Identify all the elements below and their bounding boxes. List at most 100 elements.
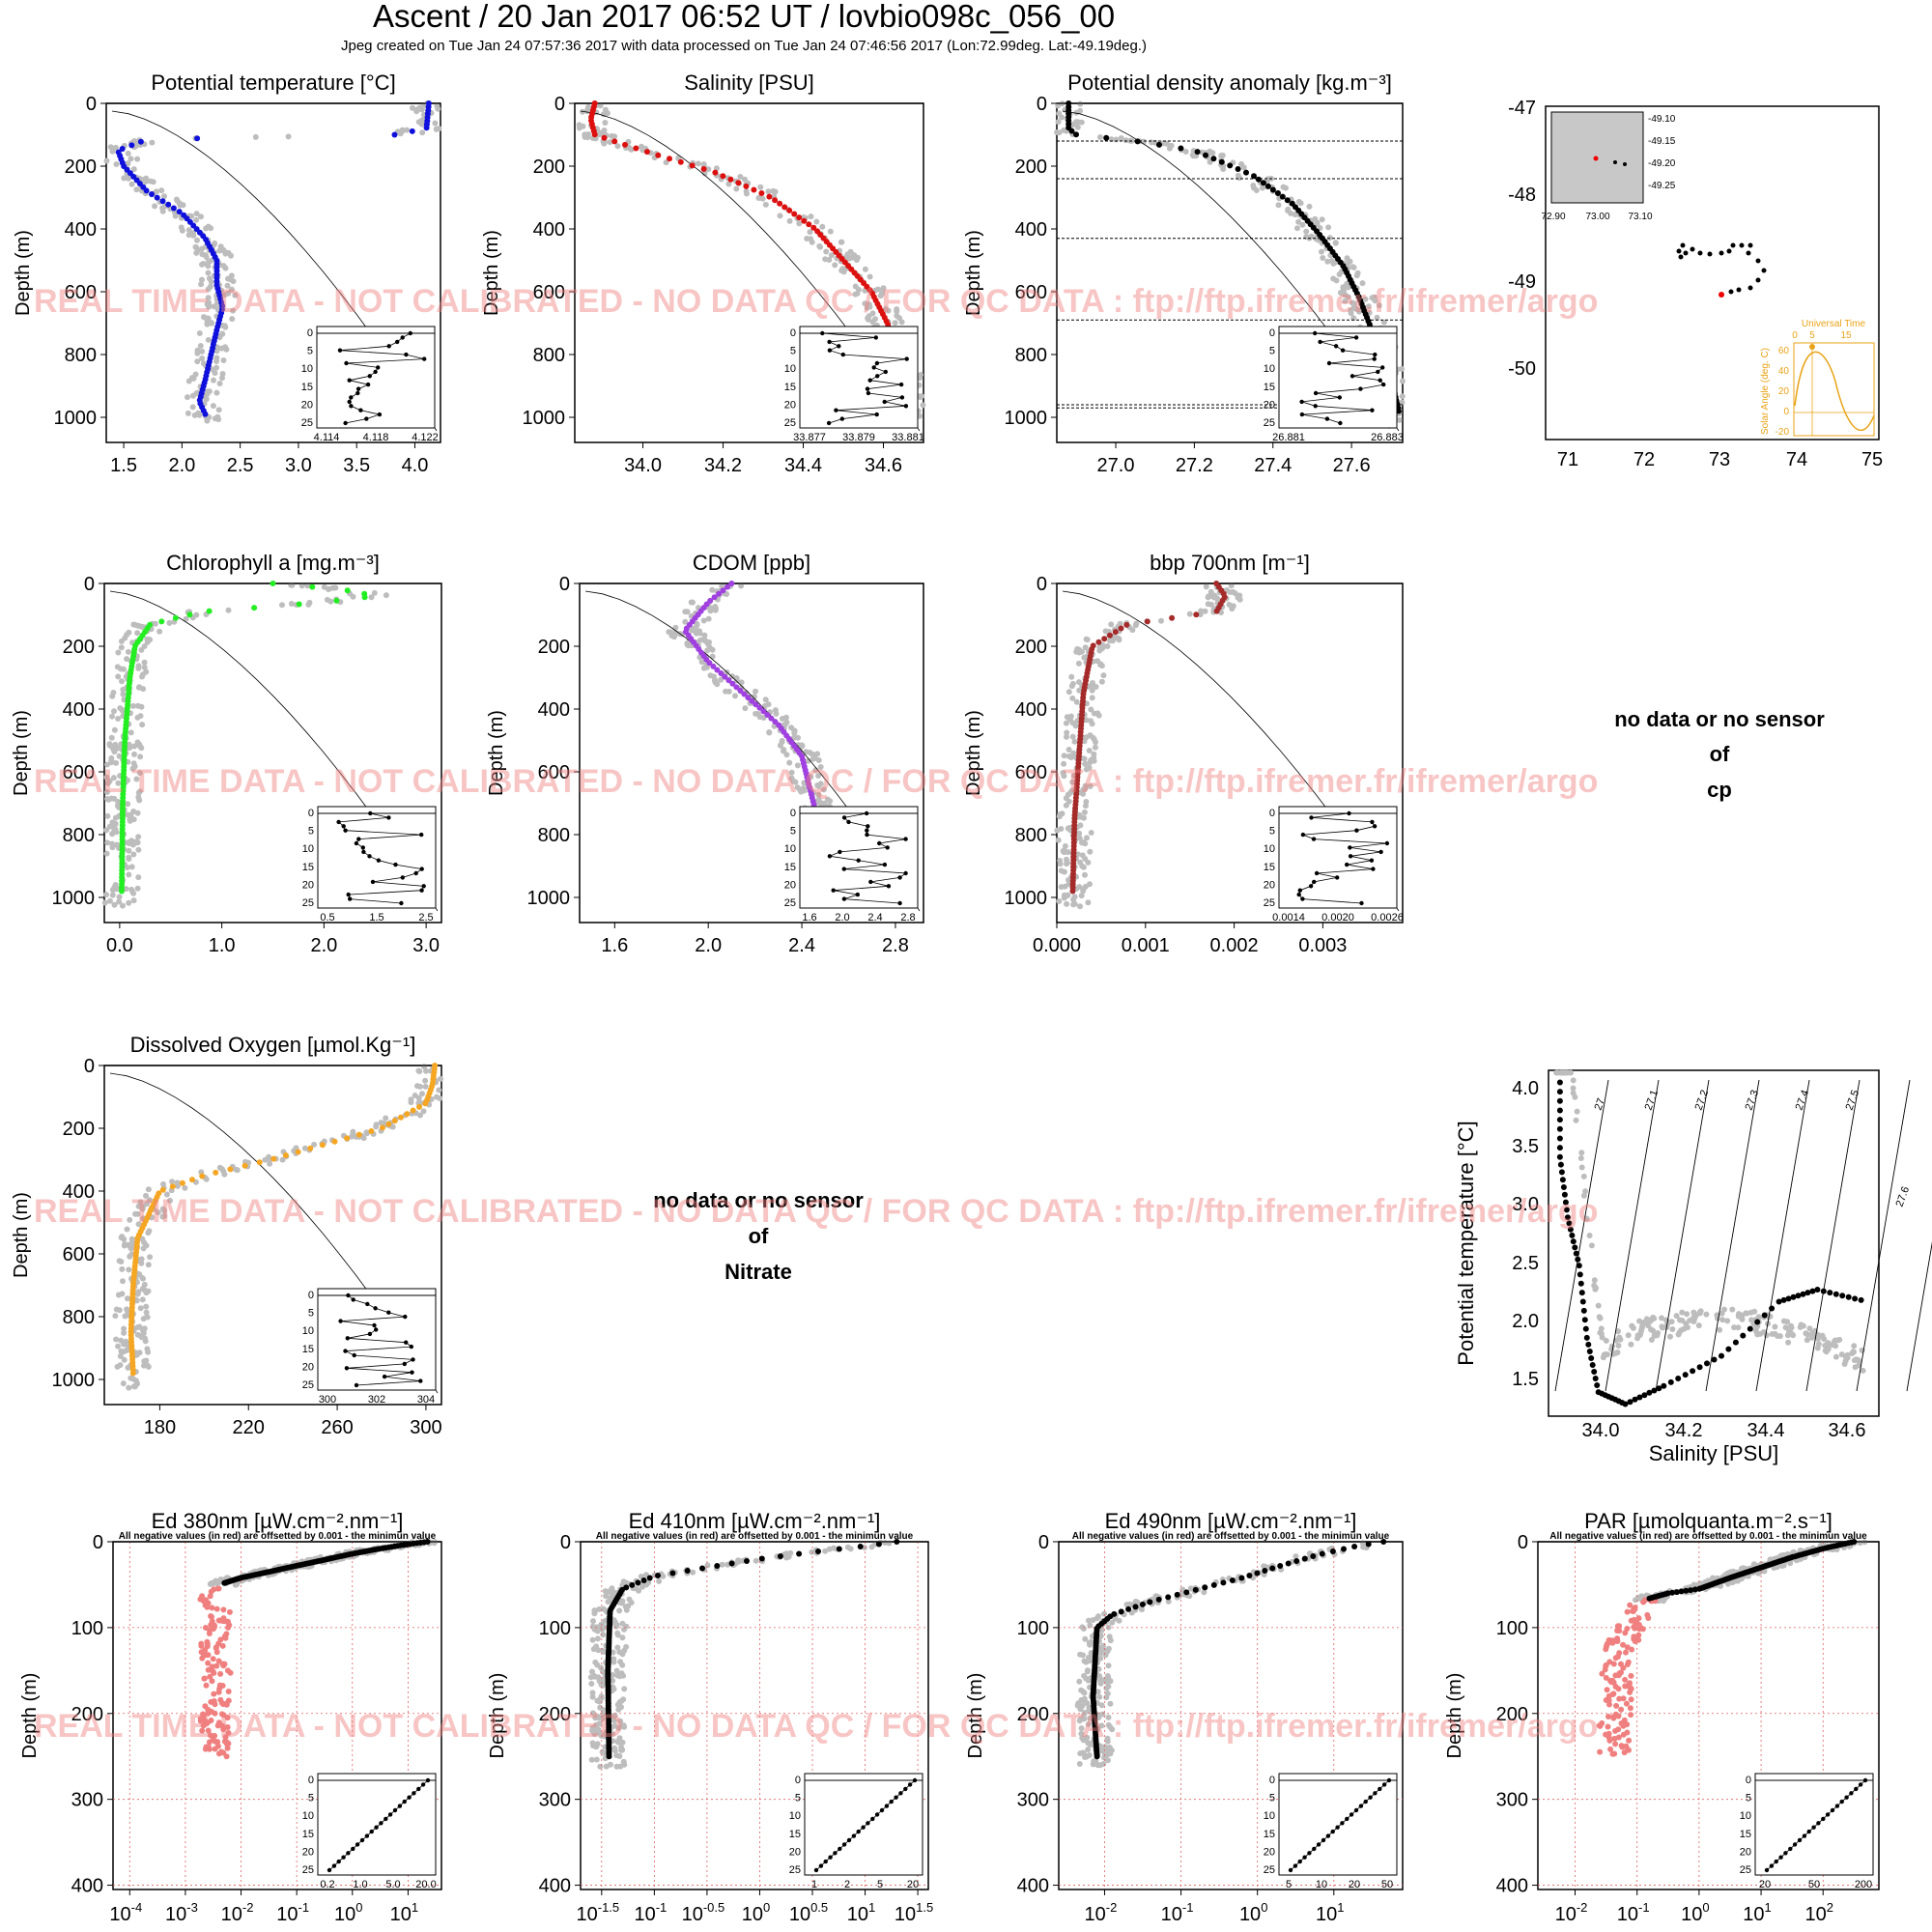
historical-point [206, 299, 213, 306]
x-tick-label: 27.6 [1333, 455, 1371, 476]
profile-point [1279, 193, 1286, 200]
profile-point [1319, 1550, 1325, 1557]
historical-point [704, 1562, 711, 1569]
inset-y-tick: 15 [1264, 382, 1275, 393]
historical-point [1063, 720, 1069, 726]
y-tick-label: 200 [71, 1704, 103, 1725]
historical-point [225, 290, 232, 297]
historical-point [140, 686, 147, 693]
no-data-line: no data or no sensor [653, 1188, 864, 1212]
x-tick-label: 0.002 [1210, 935, 1259, 956]
historical-point [122, 1340, 128, 1347]
negative-point [1608, 1679, 1614, 1686]
profile-point [712, 169, 719, 176]
inset-frame [316, 326, 436, 429]
negative-point [204, 1638, 211, 1645]
y-tick-label: 100 [1496, 1618, 1528, 1639]
historical-point [737, 174, 744, 180]
historical-point [1399, 393, 1406, 400]
historical-point [120, 691, 127, 697]
historical-point [1374, 314, 1380, 321]
historical-point [1112, 1615, 1119, 1622]
historical-point [133, 1380, 140, 1387]
historical-point [600, 1605, 607, 1612]
historical-point [1190, 153, 1197, 159]
profile-point [309, 583, 316, 590]
historical-point [215, 407, 222, 413]
profile-point [270, 1155, 277, 1162]
negative-point [225, 1729, 232, 1736]
inset-y-tick: 5 [790, 346, 796, 357]
inset-x-tick: 33.879 [842, 432, 875, 443]
historical-point [1083, 734, 1090, 741]
historical-point [332, 584, 339, 591]
profile-point [606, 1753, 612, 1760]
historical-point [738, 679, 745, 686]
inset-y-tick: 15 [302, 1829, 314, 1840]
historical-point [1075, 119, 1082, 126]
historical-point [1087, 848, 1094, 855]
y-tick-label: 600 [63, 762, 95, 783]
profile-point [361, 594, 368, 601]
profile-plot: Potential temperature [°C]Depth (m)02004… [13, 71, 442, 476]
y-tick-label: 800 [533, 345, 565, 366]
inset-y-tick: 0 [790, 327, 796, 339]
profile-point [684, 1568, 691, 1574]
historical-point [1068, 673, 1075, 680]
historical-point [788, 769, 795, 776]
profile-point [1229, 1577, 1236, 1583]
historical-point [607, 139, 613, 146]
historical-point [136, 1271, 143, 1278]
y-tick-label: 800 [63, 1307, 95, 1328]
historical-point [145, 1262, 152, 1268]
inset-y-tick: 10 [1264, 1810, 1275, 1822]
inset-y-tick: 0 [790, 808, 796, 819]
historical-point [1101, 1610, 1108, 1617]
historical-point [780, 748, 786, 754]
y-axis-label: Depth (m) [486, 710, 507, 796]
historical-point [589, 1693, 596, 1700]
current-profile [128, 1063, 439, 1377]
profile-point [172, 614, 179, 621]
historical-point [719, 1561, 725, 1568]
x-tick-exponent: 2 [1827, 1900, 1833, 1915]
negative-point [1633, 1619, 1639, 1626]
negative-point [208, 1613, 214, 1619]
historical-point [1104, 1673, 1111, 1679]
y-tick-label: 200 [1015, 156, 1047, 178]
profile-point [728, 581, 735, 586]
no-data-nitrate: no data or no sensor of Nitrate [653, 1188, 864, 1284]
inset-line [1298, 812, 1387, 904]
inset-x-tick: 0.0014 [1272, 912, 1305, 923]
profile-point [591, 131, 598, 138]
historical-point [222, 344, 229, 351]
historical-point [143, 668, 150, 675]
historical-point [1739, 1565, 1745, 1572]
historical-point [1350, 264, 1356, 270]
profile-point [1678, 1588, 1685, 1595]
negative-point [213, 1605, 220, 1612]
historical-point [1079, 839, 1085, 846]
negative-point [1623, 1649, 1629, 1656]
profile-point [796, 1550, 803, 1557]
historical-point [121, 1242, 128, 1249]
historical-point [1094, 710, 1101, 717]
inset-y-tick: 5 [795, 1793, 801, 1804]
historical-point [205, 388, 211, 395]
historical-point [124, 1226, 130, 1233]
profile-point [699, 1565, 705, 1572]
negative-point [1626, 1737, 1633, 1744]
inset-y-tick: 15 [1264, 1829, 1275, 1840]
inset-y-tick: 5 [1269, 1793, 1275, 1804]
profile-point [119, 146, 126, 152]
x-tick-exponent: -4 [131, 1900, 143, 1915]
y-tick-label: 300 [539, 1790, 571, 1811]
historical-point [136, 788, 143, 795]
x-tick-exponent: 0 [763, 1900, 770, 1915]
historical-point [142, 1338, 149, 1345]
profile-point [753, 701, 759, 708]
